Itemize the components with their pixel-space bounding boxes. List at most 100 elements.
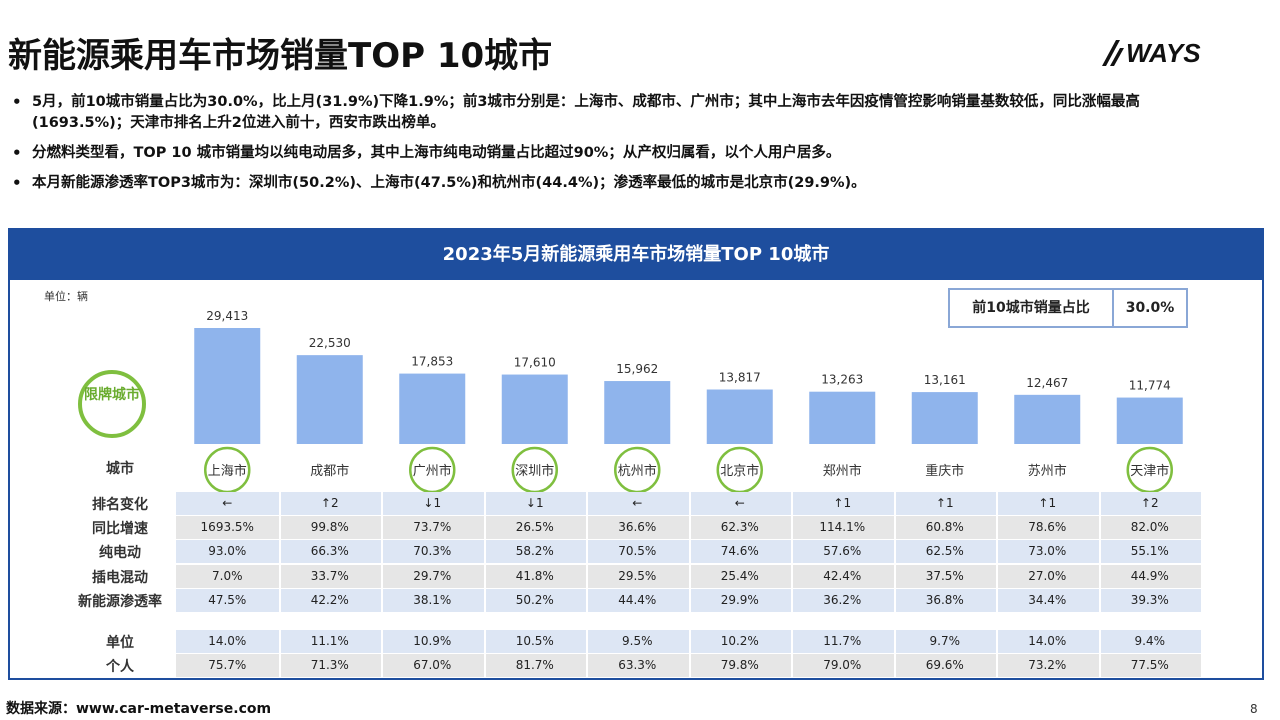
bar-value-label: 13,817 — [719, 371, 761, 385]
table-cell: ↓1 — [525, 496, 544, 510]
bar — [809, 391, 876, 444]
table-cell: 81.7% — [515, 658, 554, 673]
table-cell: 26.5% — [515, 520, 554, 535]
column-divider — [1098, 492, 1101, 613]
share-label: 前10城市销量占比 — [950, 290, 1114, 326]
column-divider — [586, 630, 588, 679]
table-cell: 29.7% — [413, 568, 452, 583]
table-cell: 27.0% — [1028, 568, 1067, 583]
bar-value-label: 17,853 — [411, 355, 453, 369]
bullet-item: 本月新能源渗透率TOP3城市为：深圳市(50.2%)、上海市(47.5%)和杭州… — [8, 173, 1238, 194]
table-cell: 42.2% — [310, 592, 349, 607]
bar — [604, 381, 671, 444]
table-cell: 39.3% — [1130, 592, 1169, 607]
bar — [1014, 394, 1081, 444]
table-cell: 63.3% — [618, 658, 657, 673]
panel-header: 2023年5月新能源乘用车市场销量TOP 10城市 — [10, 230, 1262, 280]
table-cell: 78.6% — [1028, 520, 1067, 535]
table-cell: 62.5% — [925, 544, 964, 559]
logo-mark-icon — [1102, 40, 1124, 66]
bullet-item: 5月，前10城市销量占比为30.0%，比上月(31.9%)下降1.9%；前3城市… — [8, 92, 1238, 134]
city-label: 成都市 — [310, 463, 349, 479]
row-label: 新能源渗透率 — [78, 593, 162, 610]
bar-value-label: 22,530 — [309, 336, 351, 350]
column-divider — [791, 630, 793, 679]
table-cell: 44.4% — [618, 592, 657, 607]
share-value: 30.0% — [1125, 300, 1175, 316]
column-divider — [688, 492, 691, 613]
table-cell: 25.4% — [720, 568, 759, 583]
source-note: 数据来源：www.car-metaverse.com — [6, 701, 272, 717]
column-divider — [586, 492, 588, 613]
table-cell: 29.9% — [720, 592, 759, 607]
share-box: 前10城市销量占比 30.0% — [948, 288, 1188, 328]
column-divider — [893, 492, 896, 613]
column-divider — [1098, 630, 1101, 679]
bar-value-label: 17,610 — [514, 356, 556, 370]
column-divider — [381, 492, 383, 613]
row-label: 单位 — [106, 635, 134, 651]
bar — [399, 373, 466, 444]
table-cell: 99.8% — [310, 520, 349, 535]
table-cell: 9.4% — [1134, 634, 1166, 648]
column-divider — [381, 630, 383, 679]
table-cell: 11.1% — [310, 634, 349, 648]
bar — [194, 328, 261, 444]
table-cell: 57.6% — [823, 544, 862, 559]
row-label: 插电混动 — [92, 569, 148, 586]
table-cell: ↑2 — [320, 496, 339, 510]
table-cell: 79.8% — [720, 658, 759, 673]
table-cell: 74.6% — [720, 544, 759, 559]
city-label: 北京市 — [720, 463, 759, 479]
table-cell: 62.3% — [720, 520, 759, 535]
chart-panel: 2023年5月新能源乘用车市场销量TOP 10城市 单位：辆 前10城市销量占比… — [8, 228, 1264, 680]
table-cell: 82.0% — [1130, 520, 1169, 535]
table-cell: ← — [632, 496, 643, 510]
table-cell: 10.9% — [413, 634, 452, 648]
table-cell: 1693.5% — [200, 520, 254, 535]
bar — [1116, 397, 1183, 444]
bar — [501, 374, 568, 444]
bar-value-label: 13,161 — [924, 373, 966, 387]
bar-value-label: 29,413 — [206, 309, 248, 323]
table-cell: 50.2% — [515, 592, 554, 607]
column-divider — [893, 630, 896, 679]
bullet-item: 分燃料类型看，TOP 10 城市销量均以纯电动居多，其中上海市纯电动销量占比超过… — [8, 143, 1238, 164]
table-cell: 70.5% — [618, 544, 657, 559]
page-number: 8 — [1250, 702, 1258, 716]
table-cell: 58.2% — [515, 544, 554, 559]
column-divider — [996, 630, 998, 679]
table-cell: 41.8% — [515, 568, 554, 583]
table-cell: 71.3% — [310, 658, 349, 673]
table-cell: 37.5% — [925, 568, 964, 583]
table-cell: 60.8% — [925, 520, 964, 535]
table-cell: 38.1% — [413, 592, 452, 607]
city-label: 上海市 — [208, 463, 247, 479]
row-label: 同比增速 — [92, 521, 148, 538]
table-cell: ← — [222, 496, 233, 510]
table-cell: 36.6% — [618, 520, 657, 535]
table-cell: 36.2% — [823, 592, 862, 607]
table-cell: 69.6% — [925, 658, 964, 673]
table-cell: 34.4% — [1028, 592, 1067, 607]
column-divider — [278, 630, 281, 679]
city-label: 杭州市 — [618, 463, 657, 479]
bar — [706, 389, 773, 444]
table-cell: ← — [734, 496, 745, 510]
table-cell: 67.0% — [413, 658, 452, 673]
table-cell: 42.4% — [823, 568, 862, 583]
table-cell: 44.9% — [1130, 568, 1169, 583]
restricted-city-badge: 限牌城市 — [78, 370, 146, 438]
table-cell: 10.2% — [720, 634, 759, 648]
table-cell: 7.0% — [212, 568, 243, 583]
column-divider — [278, 492, 281, 613]
city-label: 深圳市 — [515, 463, 554, 479]
table-cell: ↑1 — [833, 496, 852, 510]
column-divider — [996, 492, 998, 613]
table-cell: 36.8% — [925, 592, 964, 607]
table-cell: 9.5% — [622, 634, 653, 648]
row-label: 纯电动 — [99, 545, 141, 562]
page-title: 新能源乘用车市场销量TOP 10城市 — [8, 36, 553, 76]
city-label: 苏州市 — [1028, 463, 1067, 479]
summary-bullets: 5月，前10城市销量占比为30.0%，比上月(31.9%)下降1.9%；前3城市… — [8, 92, 1238, 203]
